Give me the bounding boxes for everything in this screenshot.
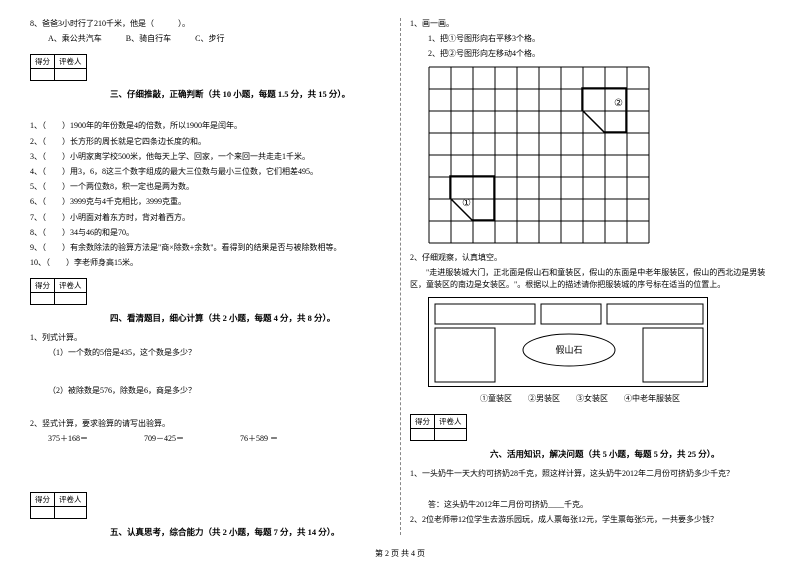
s4-q1a: （1）一个数的5倍是435，这个数是多少？: [30, 347, 390, 358]
s6-q1-ans: 答：这头奶牛2012年二月份可挤奶____千克。: [410, 499, 770, 510]
s3-item: 5、（ ）一个两位数8，积一定也是两为数。: [30, 181, 390, 192]
s6-q2: 2、2位老师带12位学生去游乐园玩，成人票每张12元，学生票每张5元，一共要多少…: [410, 514, 770, 525]
r-q1b: 2、把②号图形向左移动4个格。: [410, 48, 770, 59]
section4-title: 四、看清题目，细心计算（共 2 小题，每题 4 分，共 8 分）。: [30, 312, 390, 324]
score-label: 得分: [31, 55, 55, 69]
s4-q1: 1、列式计算。: [30, 332, 390, 343]
r-q1: 1、画一画。: [410, 18, 770, 29]
column-divider: [400, 18, 401, 535]
mall-map: 假山石: [428, 297, 708, 387]
svg-text:①: ①: [462, 198, 471, 209]
score-box-6: 得分评卷人: [410, 414, 467, 441]
section3-title: 三、仔细推敲，正确判断（共 10 小题，每题 1.5 分，共 15 分）。: [30, 88, 390, 100]
s3-item: 4、（ ）用3，6，8这三个数字组成的最大三位数与最小三位数，它们相差495。: [30, 166, 390, 177]
svg-text:②: ②: [614, 98, 623, 109]
svg-text:假山石: 假山石: [555, 345, 582, 355]
s4-q2: 2、竖式计算，要求验算的请写出验算。: [30, 418, 390, 429]
map-svg: 假山石: [429, 298, 709, 388]
grid-svg: ①②: [428, 66, 650, 244]
q8-options: A、乘公共汽车 B、骑自行车 C、步行: [30, 33, 390, 44]
r-q2-desc: "走进服装城大门，正北面是假山石和童装区，假山的东面是中老年服装区，假山的西北边…: [410, 267, 770, 291]
s6-q1: 1、一头奶牛一天大约可挤奶28千克，照这样计算，这头奶牛2012年二月份可挤奶多…: [410, 468, 770, 479]
s3-item: 2、（ ）长方形的周长就是它四条边长度的和。: [30, 136, 390, 147]
s4-q1b: （2）被除数是576，除数是6，商是多少？: [30, 385, 390, 396]
score-box-4: 得分评卷人: [30, 278, 87, 305]
r-q2: 2、仔细观察，认真填空。: [410, 252, 770, 263]
translation-grid: ①②: [428, 66, 770, 246]
s3-item: 1、（ ）1900年的年份数是4的倍数，所以1900年是闰年。: [30, 120, 390, 131]
s3-item: 7、（ ）小明面对着东方时，背对着西方。: [30, 212, 390, 223]
score-box-3: 得分评卷人: [30, 54, 87, 81]
grader-label: 评卷人: [55, 55, 87, 69]
section5-title: 五、认真思考，综合能力（共 2 小题，每题 7 分，共 14 分）。: [30, 526, 390, 538]
left-column: 8、爸爸3小时行了210千米，他是（ ）。 A、乘公共汽车 B、骑自行车 C、步…: [30, 18, 390, 546]
r-q1a: 1、把①号图形向右平移3个格。: [410, 33, 770, 44]
s3-item: 10、（ ）李老师身高15米。: [30, 257, 390, 268]
s3-item: 9、（ ）有余数除法的验算方法是"商×除数+余数"。看得到的结果是否与被除数相等…: [30, 242, 390, 253]
s4-q2eq: 375＋168＝ 709－425＝ 76＋589 ＝: [30, 433, 390, 444]
right-column: 1、画一画。 1、把①号图形向右平移3个格。 2、把②号图形向左移动4个格。 ①…: [410, 18, 770, 546]
s3-item: 8、（ ）34与46的和是70。: [30, 227, 390, 238]
section6-title: 六、活用知识，解决问题（共 5 小题，每题 5 分，共 25 分）。: [410, 448, 770, 460]
map-legend: ①童装区 ②男装区 ③女装区 ④中老年服装区: [410, 393, 770, 404]
s3-item: 6、（ ）3999克与4千克相比，3999克重。: [30, 196, 390, 207]
page-footer: 第 2 页 共 4 页: [0, 548, 800, 559]
q8-text: 8、爸爸3小时行了210千米，他是（ ）。: [30, 18, 390, 29]
score-box-5: 得分评卷人: [30, 492, 87, 519]
s3-item: 3、（ ）小明家离学校500米，他每天上学、回家，一个来回一共走走1千米。: [30, 151, 390, 162]
